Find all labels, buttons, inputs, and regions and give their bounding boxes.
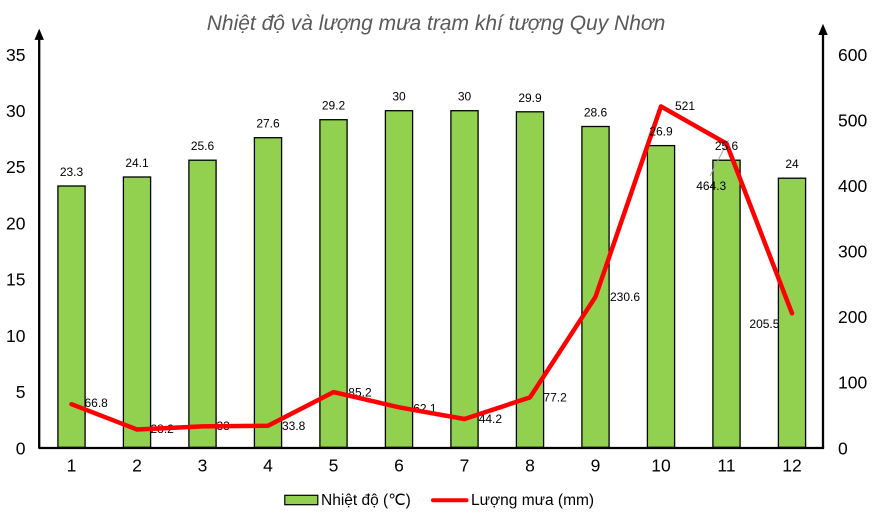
svg-text:25: 25 [6, 157, 25, 177]
svg-text:29.9: 29.9 [518, 91, 542, 105]
svg-text:10: 10 [651, 455, 671, 475]
svg-text:464.3: 464.3 [696, 179, 726, 193]
svg-text:10: 10 [6, 326, 26, 346]
svg-text:4: 4 [263, 455, 273, 475]
svg-text:66.8: 66.8 [85, 396, 109, 410]
svg-text:12: 12 [782, 455, 801, 475]
svg-text:3: 3 [198, 455, 208, 475]
svg-text:29.2: 29.2 [322, 99, 346, 113]
svg-text:6: 6 [394, 455, 404, 475]
svg-text:9: 9 [591, 455, 601, 475]
svg-text:100: 100 [838, 373, 867, 393]
svg-text:77.2: 77.2 [543, 391, 567, 405]
svg-text:8: 8 [525, 455, 535, 475]
svg-text:27.6: 27.6 [256, 117, 280, 131]
svg-text:Lượng mưa (mm): Lượng mưa (mm) [471, 492, 594, 509]
svg-text:25.6: 25.6 [715, 139, 739, 153]
svg-text:200: 200 [838, 307, 867, 327]
svg-text:24.1: 24.1 [125, 156, 149, 170]
svg-text:205.5: 205.5 [749, 317, 779, 331]
svg-text:30: 30 [6, 101, 26, 121]
svg-text:2: 2 [132, 455, 142, 475]
svg-text:400: 400 [838, 176, 867, 196]
svg-text:300: 300 [838, 242, 867, 262]
svg-text:5: 5 [16, 382, 26, 402]
svg-text:0: 0 [838, 438, 848, 458]
svg-text:230.6: 230.6 [610, 290, 640, 304]
svg-text:5: 5 [329, 455, 339, 475]
svg-text:28.6: 28.6 [584, 106, 608, 120]
svg-text:Nhiệt độ (℃): Nhiệt độ (℃) [321, 492, 411, 509]
svg-text:15: 15 [6, 270, 25, 290]
svg-text:600: 600 [838, 45, 867, 65]
svg-text:35: 35 [6, 45, 25, 65]
svg-text:11: 11 [717, 455, 735, 475]
svg-text:44.2: 44.2 [479, 412, 503, 426]
svg-text:30: 30 [392, 90, 406, 104]
svg-text:Nhiệt độ và lượng mưa trạm khí: Nhiệt độ và lượng mưa trạm khí tượng Quy… [207, 12, 666, 35]
svg-text:1: 1 [67, 455, 77, 475]
svg-text:521: 521 [675, 99, 695, 113]
svg-text:7: 7 [460, 455, 470, 475]
svg-text:500: 500 [838, 111, 867, 131]
svg-text:25.6: 25.6 [191, 139, 215, 153]
svg-text:26.9: 26.9 [649, 125, 673, 139]
svg-text:0: 0 [16, 438, 26, 458]
svg-text:33.8: 33.8 [282, 419, 306, 433]
svg-text:30: 30 [458, 90, 472, 104]
svg-text:23.3: 23.3 [60, 165, 84, 179]
svg-text:20: 20 [6, 213, 26, 233]
svg-text:24: 24 [785, 157, 799, 171]
